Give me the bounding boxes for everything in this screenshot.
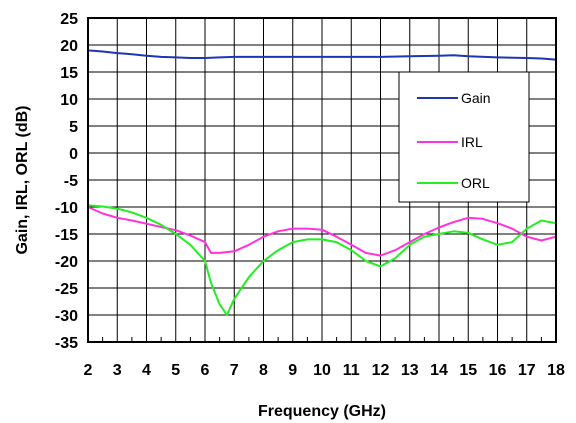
x-tick-label: 4 bbox=[142, 362, 151, 379]
y-tick-label: 0 bbox=[69, 146, 78, 163]
x-tick-label: 5 bbox=[171, 362, 180, 379]
y-tick-label: -30 bbox=[55, 308, 78, 325]
y-tick-label: 25 bbox=[60, 11, 78, 28]
x-tick-label: 12 bbox=[372, 362, 390, 379]
y-tick-label: -5 bbox=[64, 173, 78, 190]
legend: Gain IRL ORL bbox=[398, 71, 530, 203]
plot-area-frame bbox=[87, 17, 557, 343]
y-tick-label: -20 bbox=[55, 254, 78, 271]
y-tick-label: -10 bbox=[55, 200, 78, 217]
x-tick-label: 10 bbox=[313, 362, 331, 379]
y-tick-label: 5 bbox=[69, 119, 78, 136]
series-line-orl bbox=[87, 204, 557, 316]
y-tick-label: -35 bbox=[55, 335, 78, 352]
x-tick-label: 18 bbox=[547, 362, 565, 379]
x-tick-label: 8 bbox=[259, 362, 268, 379]
y-tick-label: 15 bbox=[60, 65, 78, 82]
x-tick-label: 16 bbox=[489, 362, 507, 379]
y-tick-label: -15 bbox=[55, 227, 78, 244]
y-tick-label: 20 bbox=[60, 38, 78, 55]
legend-label-gain: Gain bbox=[461, 90, 491, 106]
x-tick-label: 14 bbox=[430, 362, 448, 379]
series-lines bbox=[87, 49, 557, 316]
y-tick-label: -25 bbox=[55, 281, 78, 298]
x-tick-label: 17 bbox=[518, 362, 536, 379]
x-tick-label: 6 bbox=[201, 362, 210, 379]
x-tick-label: 7 bbox=[230, 362, 239, 379]
legend-label-orl: ORL bbox=[461, 175, 490, 191]
y-axis-ticks: 25 20 15 10 5 0 -5 -10 -15 -20 -25 -30 -35 bbox=[55, 11, 78, 352]
x-tick-label: 2 bbox=[84, 362, 93, 379]
x-tick-label: 9 bbox=[288, 362, 297, 379]
x-tick-label: 3 bbox=[113, 362, 122, 379]
x-tick-label: 13 bbox=[401, 362, 419, 379]
x-tick-label: 11 bbox=[343, 362, 360, 379]
y-tick-label: 10 bbox=[60, 92, 78, 109]
series-line-gain bbox=[87, 49, 557, 61]
x-axis-ticks: 2 3 4 5 6 7 8 9 10 11 12 13 14 15 16 17 18 bbox=[84, 362, 565, 379]
x-tick-label: 15 bbox=[459, 362, 477, 379]
x-axis-title: Frequency (GHz) bbox=[258, 403, 386, 420]
y-axis-title: Gain, IRL, ORL (dB) bbox=[14, 105, 31, 254]
legend-label-irl: IRL bbox=[461, 134, 483, 150]
legend-box bbox=[398, 71, 530, 203]
